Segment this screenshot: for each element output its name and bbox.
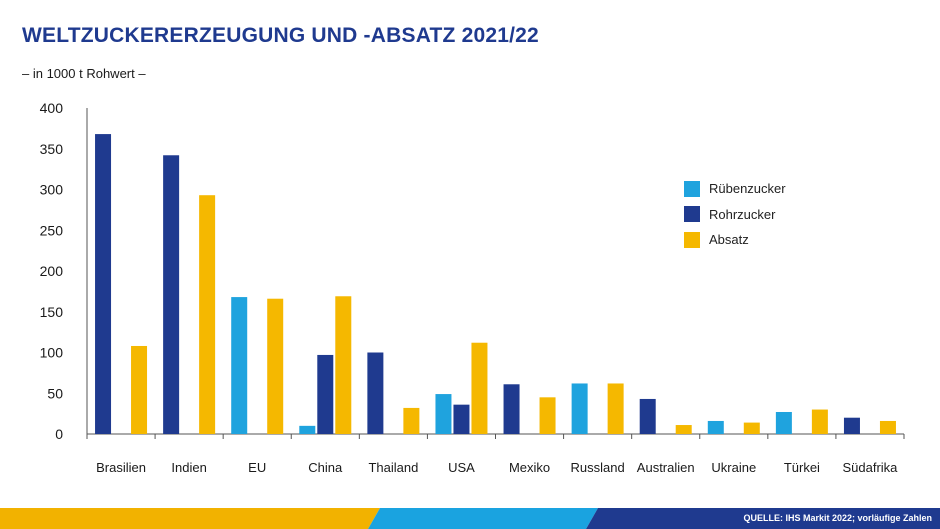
legend-label: Absatz xyxy=(709,232,749,248)
legend-item-absatz: Absatz xyxy=(684,227,786,253)
bar-absatz xyxy=(607,383,624,434)
x-tick-label: Australien xyxy=(637,460,695,475)
y-tick-label: 200 xyxy=(40,263,64,279)
source-note: QUELLE: IHS Markit 2022; vorläufige Zahl… xyxy=(743,513,932,523)
legend-label: Rohrzucker xyxy=(709,206,776,222)
bar-absatz xyxy=(199,195,216,434)
chart-title: WELTZUCKERERZEUGUNG UND -ABSATZ 2021/22 xyxy=(22,24,539,47)
bar-absatz xyxy=(471,342,488,434)
bar-absatz xyxy=(743,422,760,434)
y-tick-label: 350 xyxy=(40,141,64,157)
footer-bar-lightblue xyxy=(368,508,598,529)
bar-rübenzucker xyxy=(435,394,452,434)
bar-rohrzucker xyxy=(95,134,112,434)
bar-absatz xyxy=(267,298,284,434)
footer-bar-yellow xyxy=(0,508,380,529)
footer-color-bar xyxy=(0,508,940,529)
x-tick-label: China xyxy=(308,460,343,475)
chart-subtitle: – in 1000 t Rohwert – xyxy=(22,66,146,81)
x-tick-label: Mexiko xyxy=(509,460,550,475)
x-tick-label: Südafrika xyxy=(842,460,898,475)
legend-swatch xyxy=(684,180,700,197)
footer-bar-darkblue xyxy=(586,508,940,529)
bar-rohrzucker xyxy=(503,384,520,434)
x-tick-label: EU xyxy=(248,460,266,475)
x-tick-label: Thailand xyxy=(368,460,418,475)
legend-item-ruebenzucker: Rübenzucker xyxy=(684,176,786,202)
bar-rohrzucker xyxy=(843,417,860,434)
x-tick-label: Russland xyxy=(571,460,625,475)
x-tick-label: Brasilien xyxy=(96,460,146,475)
bar-rohrzucker xyxy=(317,354,334,434)
x-tick-label: Indien xyxy=(171,460,206,475)
bar-absatz xyxy=(539,397,556,434)
y-tick-label: 150 xyxy=(40,304,64,320)
bar-rohrzucker xyxy=(367,352,384,434)
x-tick-label: Ukraine xyxy=(711,460,756,475)
x-tick-label: USA xyxy=(448,460,475,475)
y-tick-label: 0 xyxy=(55,426,63,442)
bar-absatz xyxy=(335,296,352,434)
y-tick-label: 250 xyxy=(40,222,64,238)
bar-absatz xyxy=(131,345,148,434)
bar-absatz xyxy=(811,409,828,434)
bar-rübenzucker xyxy=(571,383,588,434)
bar-rübenzucker xyxy=(231,297,248,434)
bar-rohrzucker xyxy=(453,404,470,434)
bar-rohrzucker xyxy=(163,155,180,434)
legend-item-rohrzucker: Rohrzucker xyxy=(684,202,786,228)
bar-absatz xyxy=(879,420,896,434)
bar-rübenzucker xyxy=(775,411,792,434)
legend-label: Rübenzucker xyxy=(709,181,786,197)
x-tick-label: Türkei xyxy=(784,460,820,475)
y-tick-label: 400 xyxy=(40,100,64,116)
bar-rohrzucker xyxy=(639,398,656,434)
bar-chart: 0 50 100 150 200 250 300 350 400 Brasilien Indien E… xyxy=(40,100,905,475)
y-tick-label: 100 xyxy=(40,345,64,361)
y-tick-label: 50 xyxy=(47,385,63,401)
bar-absatz xyxy=(403,407,420,434)
legend-swatch xyxy=(684,231,700,248)
legend-swatch xyxy=(684,206,700,223)
bar-absatz xyxy=(675,425,692,434)
bar-rübenzucker xyxy=(299,425,316,434)
y-tick-label: 300 xyxy=(40,182,64,198)
legend: Rübenzucker Rohrzucker Absatz xyxy=(684,176,786,253)
bar-rübenzucker xyxy=(707,420,724,434)
